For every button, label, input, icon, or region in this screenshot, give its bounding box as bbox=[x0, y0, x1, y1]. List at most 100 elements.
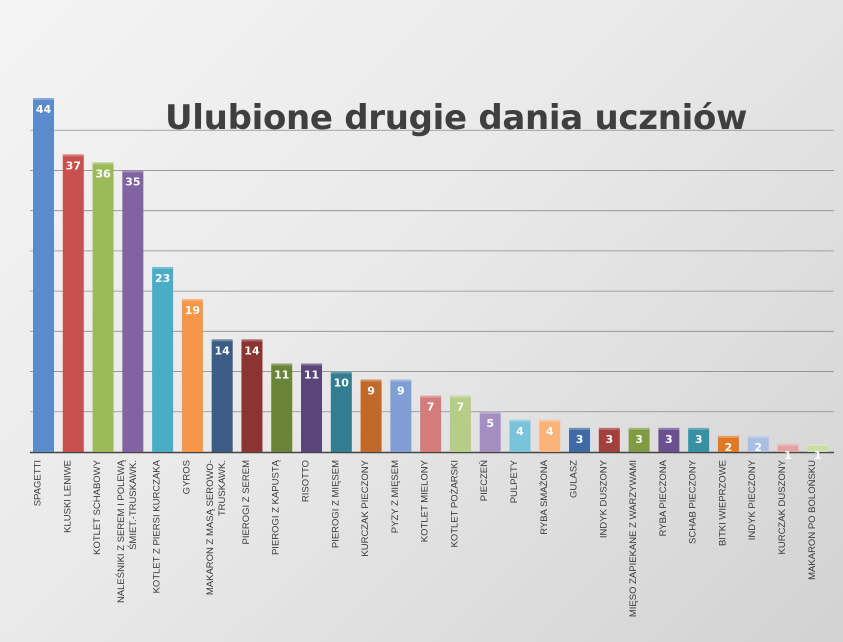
bar-highlight bbox=[509, 419, 531, 422]
category-label: RYBA PIECZONA bbox=[658, 459, 669, 536]
data-label: 11 bbox=[274, 369, 289, 382]
data-label: 23 bbox=[155, 272, 170, 285]
data-label: 2 bbox=[754, 441, 762, 454]
bar-highlight bbox=[747, 435, 769, 438]
bar bbox=[658, 427, 680, 452]
category-label-line: ŚMIET.-TRUSKAWK. bbox=[127, 460, 139, 550]
data-label: 9 bbox=[397, 385, 405, 398]
data-label: 10 bbox=[334, 377, 350, 390]
data-label: 4 bbox=[516, 425, 524, 438]
category-label: PIEROGI Z SEREM bbox=[241, 460, 252, 545]
data-label: 3 bbox=[695, 433, 703, 446]
bar bbox=[598, 427, 620, 452]
category-label-line: SPAGETTI bbox=[33, 460, 44, 506]
category-label-line: MIĘSO ZAPIEKANE Z WARZYWAMI bbox=[628, 460, 639, 617]
bar bbox=[449, 395, 471, 452]
category-label: MAKARON Z MASĄ SEROWO-TRUSKAWK. bbox=[205, 460, 228, 595]
category-label-line: KURCZAK PIECZONY bbox=[360, 459, 371, 556]
data-label: 3 bbox=[635, 433, 643, 446]
category-label: INDYK PIECZONY bbox=[747, 459, 758, 540]
data-label: 3 bbox=[605, 433, 613, 446]
category-label: KOTLET MIELONY bbox=[420, 459, 431, 542]
category-label: KOTLET SCHABOWY bbox=[92, 459, 103, 555]
data-label: 5 bbox=[486, 417, 494, 430]
bar bbox=[122, 170, 144, 452]
bar-highlight bbox=[33, 98, 54, 101]
bar-highlight bbox=[807, 443, 829, 446]
data-label: 1 bbox=[814, 449, 822, 462]
bar-highlight bbox=[628, 427, 650, 430]
bar bbox=[360, 379, 382, 452]
category-label: KURCZAK PIECZONY bbox=[360, 459, 371, 556]
bar-highlight bbox=[449, 395, 471, 398]
category-label: RYBA SMAŻONA bbox=[539, 459, 550, 534]
data-label: 2 bbox=[725, 441, 733, 454]
bar-highlight bbox=[777, 443, 799, 446]
category-label-line: BITKI WIEPRZOWE bbox=[717, 460, 728, 546]
category-label-line: KLUSKI LENIWE bbox=[62, 460, 73, 533]
data-label: 3 bbox=[576, 433, 584, 446]
bar-highlight bbox=[271, 363, 293, 366]
bar bbox=[688, 427, 710, 452]
bar bbox=[479, 411, 501, 452]
bar-highlight bbox=[360, 379, 382, 382]
category-label: MAKARON PO BOLOŃSKU bbox=[807, 460, 818, 580]
category-label-line: KOTLET SCHABOWY bbox=[92, 459, 103, 555]
category-label: KURCZAK DUSZONY bbox=[777, 459, 788, 554]
bar-highlight bbox=[92, 162, 114, 165]
category-label: MIĘSO ZAPIEKANE Z WARZYWAMI bbox=[628, 460, 639, 617]
bar-highlight bbox=[688, 427, 710, 430]
data-label: 4 bbox=[546, 425, 554, 438]
category-label-line: RISOTTO bbox=[301, 460, 312, 502]
bar-highlight bbox=[330, 371, 352, 374]
category-label-line: PYZY Z MIĘSEM bbox=[390, 460, 401, 533]
category-label: GYROS bbox=[181, 460, 192, 494]
bar bbox=[717, 435, 739, 452]
bar-highlight bbox=[301, 363, 323, 366]
category-label-line: NALEŚNIKI Z SEREM I POLEWĄ bbox=[115, 459, 127, 603]
category-label: INDYK DUSZONY bbox=[598, 459, 609, 538]
bar-highlight bbox=[569, 427, 591, 430]
category-label: NALEŚNIKI Z SEREM I POLEWĄŚMIET.-TRUSKAW… bbox=[115, 459, 139, 603]
category-label-line: INDYK PIECZONY bbox=[747, 459, 758, 540]
bar-highlight bbox=[62, 154, 84, 157]
bar bbox=[390, 379, 412, 452]
data-label: 19 bbox=[185, 304, 200, 317]
bar bbox=[33, 98, 54, 453]
bar bbox=[330, 371, 352, 452]
category-label: PIEROGI Z MIĘSEM bbox=[330, 460, 341, 548]
bar-highlight bbox=[122, 170, 144, 173]
category-label: PIEROGI Z KAPUSTĄ bbox=[271, 459, 282, 555]
bar bbox=[628, 427, 650, 452]
bar-highlight bbox=[598, 427, 620, 430]
category-label-line: PIEROGI Z KAPUSTĄ bbox=[271, 459, 282, 555]
category-label: PULPETY bbox=[509, 459, 520, 503]
data-label: 14 bbox=[215, 344, 231, 357]
bar bbox=[777, 443, 799, 452]
data-label: 11 bbox=[304, 369, 319, 382]
data-label: 14 bbox=[244, 344, 260, 357]
data-label: 37 bbox=[66, 159, 81, 172]
category-label-line: GULASZ bbox=[569, 460, 580, 498]
category-label: SPAGETTI bbox=[33, 460, 44, 506]
category-label-line: KOTLET Z PIERSI KURCZAKA bbox=[152, 459, 163, 593]
category-label-line: PIECZEŃ bbox=[479, 460, 490, 501]
category-label-line: TRUSKAWK. bbox=[217, 460, 228, 516]
bar bbox=[509, 419, 531, 452]
data-label: 9 bbox=[367, 385, 375, 398]
bar-highlight bbox=[211, 339, 233, 342]
category-label: BITKI WIEPRZOWE bbox=[717, 460, 728, 546]
category-label: PYZY Z MIĘSEM bbox=[390, 460, 401, 533]
bar bbox=[152, 266, 174, 452]
data-label: 3 bbox=[665, 433, 673, 446]
bar bbox=[241, 339, 263, 452]
category-label: KOTLET Z PIERSI KURCZAKA bbox=[152, 459, 163, 593]
category-label: KLUSKI LENIWE bbox=[62, 460, 73, 533]
category-label-line: RYBA SMAŻONA bbox=[539, 459, 550, 534]
bar-highlight bbox=[152, 266, 174, 269]
bar bbox=[420, 395, 442, 452]
bar-highlight bbox=[390, 379, 412, 382]
bar-highlight bbox=[539, 419, 561, 422]
